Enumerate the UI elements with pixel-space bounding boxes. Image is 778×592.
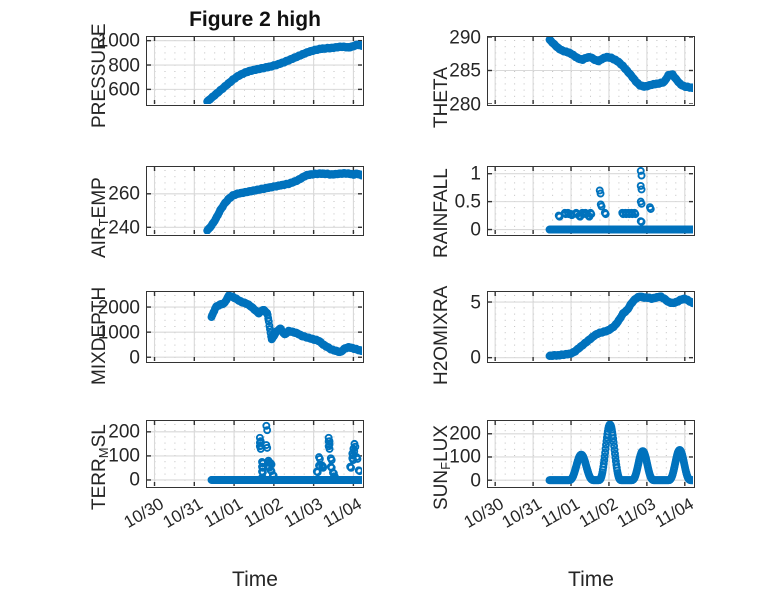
ytick-label-pressure: 1000 — [97, 30, 140, 52]
tick-marks — [147, 421, 362, 486]
ytick-label-mixdepth: 1000 — [97, 322, 140, 344]
ylabel-air_temp: AIRTEMP — [89, 177, 111, 258]
ylabel-rainfall: RAINFALL — [431, 168, 452, 258]
data-markers-mixdepth — [207, 292, 362, 357]
xlabel-time: Time — [232, 568, 278, 591]
ytick-label-theta: 280 — [449, 94, 481, 115]
ytick-label-mixdepth: 0 — [129, 347, 140, 369]
tick-marks — [488, 37, 693, 104]
major-gridlines — [147, 37, 362, 104]
ylabel-h2omixra: H2OMIXRA — [431, 285, 452, 385]
ytick-label-pressure: 800 — [108, 55, 140, 77]
tick-marks — [147, 167, 362, 234]
minor-gridlines — [154, 170, 355, 233]
plot-area-terr_msl — [147, 421, 362, 486]
minor-gridlines — [154, 424, 355, 481]
ylabel-sun_flux: SUNFLUX — [431, 424, 453, 510]
ytick-label-theta: 285 — [449, 60, 481, 82]
ytick-label-terr_msl: 100 — [108, 445, 140, 467]
ytick-label-rainfall: 0.5 — [454, 191, 481, 213]
data-markers-h2omixra — [545, 292, 693, 361]
axes-mixdepth — [146, 291, 364, 363]
ytick-label-rainfall: 1 — [470, 163, 481, 185]
plot-area-theta — [488, 37, 693, 104]
ytick-label-rainfall: 0 — [470, 219, 481, 241]
axes-theta — [487, 36, 695, 106]
minor-gridlines — [495, 40, 686, 103]
plot-area-sun_flux — [488, 421, 693, 486]
data-markers-rainfall — [545, 167, 693, 234]
major-gridlines — [147, 292, 362, 361]
ylabel-terr_msl: TERRMSL — [89, 424, 111, 510]
ytick-label-sun_flux: 200 — [449, 423, 481, 445]
data-markers-pressure — [203, 40, 362, 104]
data-markers-air_temp — [203, 169, 362, 234]
ytick-label-pressure: 600 — [108, 79, 140, 101]
major-gridlines — [488, 37, 693, 104]
data-markers-terr_msl — [207, 421, 362, 484]
plot-area-rainfall — [488, 167, 693, 234]
ytick-label-sun_flux: 0 — [470, 470, 481, 492]
ytick-label-mixdepth: 2000 — [97, 297, 140, 319]
axes-rainfall — [487, 166, 695, 236]
ytick-label-sun_flux: 100 — [449, 446, 481, 468]
ytick-label-air_temp: 240 — [108, 217, 140, 239]
ytick-label-h2omixra: 5 — [470, 292, 481, 314]
minor-gridlines — [495, 295, 686, 358]
plot-area-pressure — [147, 37, 362, 104]
ylabel-pressure: PRESSURE — [89, 23, 110, 128]
ytick-label-theta: 290 — [449, 27, 481, 48]
figure-title: Figure 2 high — [189, 8, 321, 31]
ylabel-theta: THETA — [431, 67, 452, 128]
ytick-label-air_temp: 260 — [108, 183, 140, 205]
plot-area-air_temp — [147, 167, 362, 234]
data-markers-theta — [545, 37, 693, 93]
plot-area-mixdepth — [147, 292, 362, 361]
xlabel-time: Time — [568, 568, 614, 591]
axes-pressure — [146, 36, 364, 106]
tick-marks — [147, 292, 362, 361]
axes-h2omixra — [487, 291, 695, 363]
ylabel-mixdepth: MIXDEPTH — [89, 286, 110, 385]
axes-air_temp — [146, 166, 364, 236]
tick-marks — [147, 37, 362, 104]
axes-sun_flux — [487, 420, 695, 488]
data-markers-sun_flux — [545, 421, 693, 485]
ytick-label-terr_msl: 200 — [108, 421, 140, 443]
axes-terr_msl — [146, 420, 364, 488]
ytick-label-terr_msl: 0 — [129, 469, 140, 491]
ytick-label-h2omixra: 0 — [470, 347, 481, 369]
plot-area-h2omixra — [488, 292, 693, 361]
